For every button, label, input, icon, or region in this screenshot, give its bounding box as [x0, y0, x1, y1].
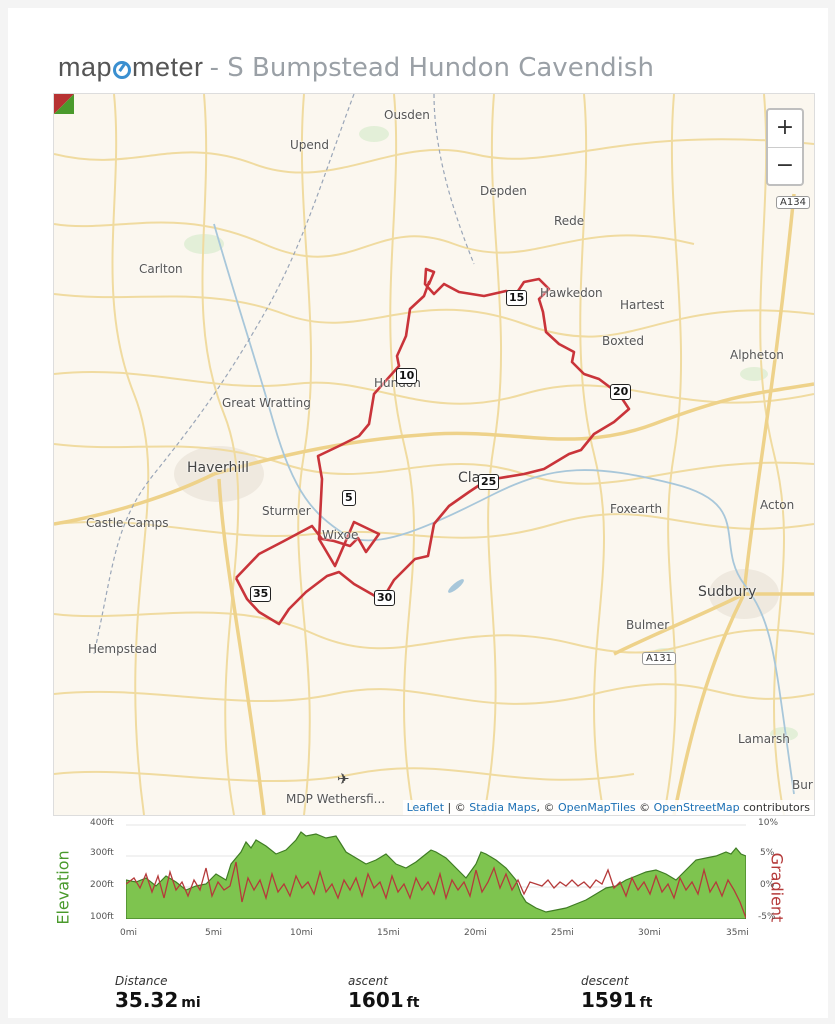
place-label: Carlton	[139, 262, 183, 276]
attribution-text: ©	[635, 801, 654, 814]
elevation-profile[interactable]: Elevation Gradient 400ft 300ft 200ft 100…	[54, 818, 818, 948]
x-tick: 25mi	[551, 928, 574, 938]
descent-stat: descent 1591 ft	[581, 974, 652, 1012]
y-tick-right: 5%	[760, 848, 775, 858]
zoom-in-button[interactable]: +	[768, 110, 802, 148]
attribution-text: contributors	[739, 801, 810, 814]
zoom-control: + −	[766, 108, 804, 186]
start-finish-flag-icon	[54, 94, 74, 114]
place-label: Boxted	[602, 334, 645, 348]
place-label: Alpheton	[730, 348, 784, 362]
leaflet-link[interactable]: Leaflet	[406, 801, 445, 814]
route-stats: Distance 35.32 mi ascent 1601 ft descent 1…	[0, 972, 835, 1022]
logo-clock-icon	[113, 61, 132, 79]
place-label: Hempstead	[88, 642, 158, 656]
place-label: Acton	[760, 498, 795, 512]
mile-marker: 30	[374, 590, 396, 606]
y-tick-left: 300ft	[90, 848, 114, 858]
place-label: Rede	[554, 214, 585, 228]
place-label: Castle Camps	[86, 516, 169, 530]
distance-value: 35.32	[115, 988, 179, 1012]
attribution-text: | ©	[444, 801, 470, 814]
place-label: Sudbury	[698, 584, 757, 600]
y-tick-left: 400ft	[90, 818, 114, 828]
mile-marker: 35	[250, 586, 272, 602]
distance-label: Distance	[115, 974, 168, 988]
x-tick: 20mi	[464, 928, 487, 938]
place-label: Foxearth	[610, 502, 663, 516]
place-label: Hawkedon	[540, 286, 603, 300]
x-tick: 10mi	[290, 928, 313, 938]
place-label: Bulmer	[626, 618, 670, 632]
route-line	[234, 267, 631, 626]
openmaptiles-link[interactable]: OpenMapTiles	[557, 801, 636, 814]
stadia-link[interactable]: Stadia Maps	[469, 801, 537, 814]
descent-unit: ft	[639, 995, 653, 1011]
y-tick-left: 200ft	[90, 880, 114, 890]
elevation-axis-title: Elevation	[54, 838, 78, 938]
mile-marker: 10	[396, 368, 418, 384]
gradient-line	[126, 861, 746, 919]
place-label: Bur	[792, 778, 813, 792]
place-label: Upend	[290, 138, 330, 152]
descent-value: 1591	[581, 988, 637, 1012]
ascent-label: ascent	[348, 974, 388, 988]
airfield-icon: ✈	[337, 770, 350, 788]
map-attribution: Leaflet | © Stadia Maps, © OpenMapTiles …	[402, 800, 814, 815]
map-tiles	[54, 94, 814, 815]
place-label: MDP Wethersfi...	[286, 792, 386, 806]
mapometer-logo[interactable]: map meter	[58, 52, 204, 82]
header: map meter - S Bumpstead Hundon Cavendish	[58, 52, 654, 88]
mile-marker: 15	[506, 290, 528, 306]
elevation-plot	[126, 824, 746, 919]
mile-marker: 20	[610, 384, 632, 400]
x-tick: 35mi	[726, 928, 749, 938]
x-tick: 30mi	[638, 928, 661, 938]
x-tick: 5mi	[205, 928, 222, 938]
elevation-area	[126, 831, 746, 919]
ascent-unit: ft	[406, 995, 420, 1011]
route-map[interactable]: Ousden Upend Depden Rede Carlton Hawkedo…	[53, 93, 815, 816]
elevation-label: Elevation	[53, 850, 73, 925]
place-label: Ousden	[384, 108, 430, 122]
place-label: Sturmer	[262, 504, 311, 518]
place-label: Great Wratting	[222, 396, 311, 410]
y-tick-left: 100ft	[90, 912, 114, 922]
ascent-stat: ascent 1601 ft	[348, 974, 419, 1012]
mile-marker: 25	[478, 474, 500, 490]
place-label: Depden	[480, 184, 527, 198]
place-label: Wixoe	[322, 528, 359, 542]
y-tick-right: -5%	[758, 912, 776, 922]
y-tick-right: 0%	[760, 880, 775, 890]
place-label: Lamarsh	[738, 732, 790, 746]
road-shield-a131: A131	[642, 652, 676, 665]
openstreetmap-link[interactable]: OpenStreetMap	[653, 801, 740, 814]
zoom-out-button[interactable]: −	[775, 153, 795, 178]
descent-label: descent	[581, 974, 629, 988]
y-tick-right: 10%	[758, 818, 779, 828]
road-shield-a134: A134	[776, 196, 810, 209]
ascent-value: 1601	[348, 988, 404, 1012]
attribution-text: , ©	[536, 801, 558, 814]
route-title: - S Bumpstead Hundon Cavendish	[209, 53, 654, 83]
place-label: Hartest	[620, 298, 665, 312]
place-label: Haverhill	[187, 460, 250, 476]
mile-marker: 5	[342, 490, 356, 506]
x-tick: 15mi	[377, 928, 400, 938]
distance-stat: Distance 35.32 mi	[115, 974, 201, 1012]
x-tick: 0mi	[120, 928, 137, 938]
distance-unit: mi	[181, 995, 201, 1011]
